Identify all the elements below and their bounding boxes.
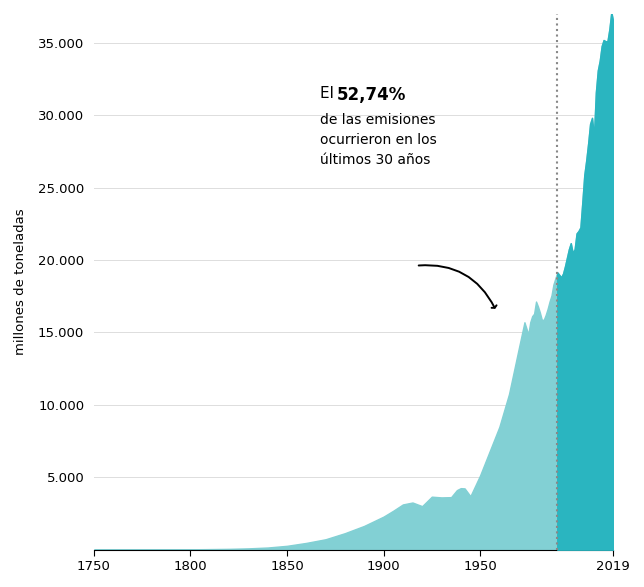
Text: El: El (320, 86, 339, 101)
Text: de las emisiones
ocurrieron en los
últimos 30 años: de las emisiones ocurrieron en los últim… (320, 113, 437, 167)
Text: 52,74%: 52,74% (337, 86, 406, 104)
Y-axis label: millones de toneladas: millones de toneladas (14, 208, 27, 355)
